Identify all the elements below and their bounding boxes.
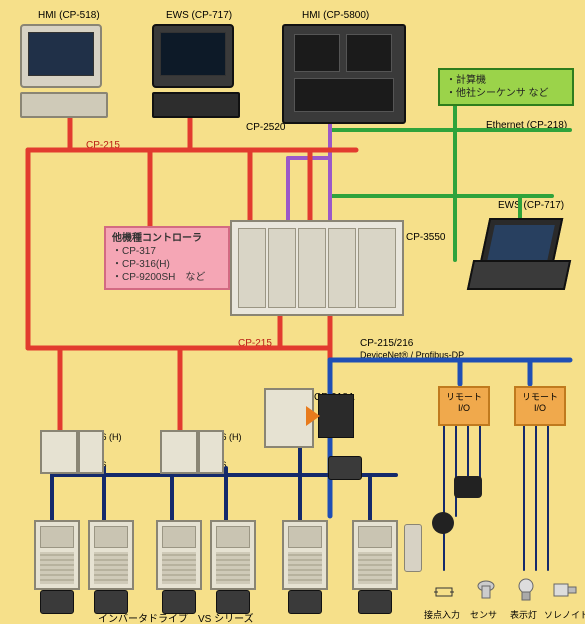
play-icon	[306, 406, 320, 426]
pinkbox-title: 他機種コントローラ	[112, 232, 222, 245]
motor-icon	[288, 590, 322, 614]
ews-cp717-laptop	[470, 218, 570, 288]
contact-input-icon	[434, 582, 454, 602]
label-hmi1: HMI (CP-518)	[38, 10, 100, 21]
inverter-drive	[156, 520, 202, 590]
motor-icon	[94, 590, 128, 614]
inverter-drive	[88, 520, 134, 590]
servo-unit	[318, 394, 354, 438]
motor-icon	[358, 590, 392, 614]
remote-io-1: リモート I/O	[438, 386, 490, 426]
label-ethernet: Ethernet (CP-218)	[486, 120, 567, 131]
cp316h-unit-1	[40, 430, 78, 474]
inverter-drive	[210, 520, 256, 590]
label-cp215-216: CP-215/216	[360, 338, 413, 349]
pinkbox-line3: ・CP-9200SH など	[112, 271, 222, 284]
cylinder-icon	[404, 524, 422, 572]
label-sensor: センサ	[470, 608, 497, 621]
inverter-drive	[282, 520, 328, 590]
pinkbox-line1: ・CP-317	[112, 245, 222, 258]
label-hmi2: HMI (CP-5800)	[302, 10, 369, 21]
label-ews1: EWS (CP-717)	[166, 10, 232, 21]
label-cp3550: CP-3550	[406, 232, 445, 243]
cp216-unit-1	[78, 430, 104, 474]
motor-icon	[328, 456, 362, 480]
camera-icon	[454, 476, 482, 498]
ews-cp717-top	[152, 24, 242, 120]
motor-icon	[216, 590, 250, 614]
lamp-icon	[516, 578, 536, 598]
greenbox-line2: ・他社シーケンサ など	[446, 87, 566, 100]
inverter-drive	[34, 520, 80, 590]
hmi-cp5800	[282, 24, 406, 124]
label-lamp: 表示灯	[510, 608, 537, 621]
motor-icon	[40, 590, 74, 614]
greenbox-other-systems: ・計算機 ・他社シーケンサ など	[438, 68, 574, 106]
remote-io-2-label: リモート I/O	[522, 392, 558, 413]
pinkbox-other-controllers: 他機種コントローラ ・CP-317 ・CP-316(H) ・CP-9200SH …	[104, 226, 230, 290]
motor-icon	[162, 590, 196, 614]
pinkbox-line2: ・CP-316(H)	[112, 258, 222, 271]
cp216-unit-2	[198, 430, 224, 474]
remote-io-1-label: リモート I/O	[446, 392, 482, 413]
greenbox-line1: ・計算機	[446, 74, 566, 87]
label-solenoid: ソレノイド	[544, 608, 585, 621]
label-cp2520: CP-2520	[246, 122, 285, 133]
sensor-icon	[476, 578, 496, 598]
remote-io-2: リモート I/O	[514, 386, 566, 426]
label-setten: 接点入力	[424, 608, 460, 621]
label-cp215-top: CP-215	[86, 140, 120, 151]
label-cp215-mid: CP-215	[238, 338, 272, 349]
hmi-cp518	[20, 24, 110, 120]
solenoid-icon	[552, 580, 578, 600]
label-ews2: EWS (CP-717)	[498, 200, 564, 211]
inverter-drive	[352, 520, 398, 590]
cp316h-unit-2	[160, 430, 198, 474]
camera2-icon	[432, 512, 454, 534]
label-devicenet: DeviceNet® / Profibus-DP	[360, 350, 464, 360]
rack-cp3550	[230, 220, 404, 316]
